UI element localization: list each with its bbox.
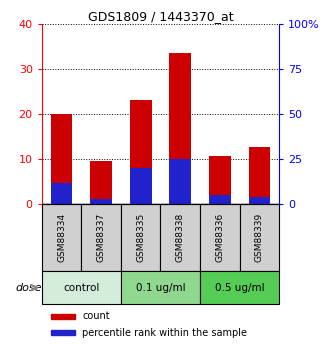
Text: control: control [63,283,100,293]
Bar [130,100,152,204]
Text: 0.5 ug/ml: 0.5 ug/ml [215,283,265,293]
Text: GSM88336: GSM88336 [215,213,224,262]
Bar [169,159,191,204]
Title: GDS1809 / 1443370_at: GDS1809 / 1443370_at [88,10,233,23]
Bar [51,183,73,204]
Bar [169,53,191,204]
Bar [160,204,200,271]
Bar [121,271,200,305]
Bar [209,195,231,204]
Text: GSM88339: GSM88339 [255,213,264,262]
Bar [90,199,112,204]
Text: GSM88334: GSM88334 [57,213,66,262]
Text: GSM88335: GSM88335 [136,213,145,262]
Text: count: count [82,311,110,321]
Bar [42,271,121,305]
Bar [51,331,75,335]
Bar [130,168,152,204]
Bar [200,204,240,271]
Bar [81,204,121,271]
Bar [51,114,73,204]
Bar [248,148,270,204]
Bar [51,314,75,318]
Bar [90,161,112,204]
Bar [42,204,81,271]
Bar [121,204,160,271]
Text: dose: dose [16,283,42,293]
Text: GSM88338: GSM88338 [176,213,185,262]
Bar [200,271,279,305]
Bar [248,197,270,204]
Bar [209,156,231,204]
Text: GSM88337: GSM88337 [97,213,106,262]
Bar [240,204,279,271]
Text: percentile rank within the sample: percentile rank within the sample [82,328,247,338]
Text: 0.1 ug/ml: 0.1 ug/ml [136,283,185,293]
